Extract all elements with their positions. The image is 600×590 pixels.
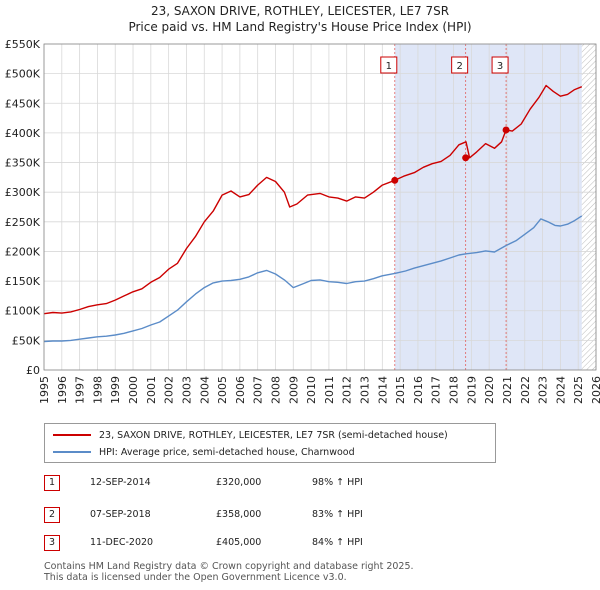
hpi-series-line [43,215,583,343]
x-tick-label: 2018 [448,376,461,404]
transaction-hpi-change: 98% ↑ HPI [312,477,363,488]
footer-licence: This data is licensed under the Open Gov… [44,572,347,583]
transaction-price: £320,000 [216,477,262,488]
y-tick-label: £150K [5,275,41,288]
legend-swatch-hpi [53,451,91,453]
sale-label-text: 2 [456,61,462,72]
property-series-line [43,84,583,315]
chart-title-line1: 23, SAXON DRIVE, ROTHLEY, LEICESTER, LE7… [150,4,450,18]
transaction-row: 2 07-SEP-2018 £358,000 83% ↑ HPI [40,506,560,526]
y-tick-label: £450K [5,97,41,110]
transaction-date: 12-SEP-2014 [90,477,151,488]
x-tick-label: 1995 [38,376,51,404]
y-tick-label: £100K [5,305,41,318]
x-tick-label: 2025 [572,376,585,404]
legend-swatch-property [53,434,91,436]
x-tick-label: 2002 [163,376,176,404]
x-tick-label: 2023 [537,376,550,404]
x-tick-label: 2004 [198,376,211,404]
sale-label-box [491,56,509,74]
sale-label-text: 3 [497,61,503,72]
x-tick-label: 2001 [145,376,158,404]
x-tick-label: 2013 [359,376,372,404]
x-tick-label: 2014 [376,376,389,404]
x-tick-label: 1998 [91,376,104,404]
y-tick-label: £300K [5,186,41,199]
y-tick-label: £50K [12,334,41,347]
series-lines [43,84,583,343]
x-tick-label: 2008 [269,376,282,404]
x-tick-label: 2007 [252,376,265,404]
transaction-date: 07-SEP-2018 [90,509,151,520]
x-tick-label: 2006 [234,376,247,404]
sale-points [391,126,510,184]
y-tick-label: £550K [5,38,41,51]
x-tick-label: 2009 [287,376,300,404]
x-axis-ticks: 1995 1996 1997 1998 1999 2000 2001 2002 2003 2004… [38,376,600,404]
y-tick-label: £250K [5,216,41,229]
x-tick-label: 2016 [412,376,425,404]
transaction-number-badge: 1 [44,475,60,491]
legend-label-hpi: HPI: Average price, semi-detached house,… [99,446,355,458]
y-tick-label: £500K [5,68,41,81]
y-axis-ticks: £0 £50K £100K £150K £200K £250K £300K £350K £400… [5,38,41,377]
plot-border [43,43,597,371]
sale-point [462,154,470,162]
transaction-number-badge: 3 [44,535,60,551]
x-tick-label: 1997 [74,376,87,404]
sale-labels: 1 2 3 [380,56,509,74]
legend-item-hpi: HPI: Average price, semi-detached house,… [53,444,355,460]
x-tick-label: 2005 [216,376,229,404]
transaction-price: £358,000 [216,509,262,520]
x-tick-label: 2024 [554,376,567,404]
sale-label-text: 1 [386,61,392,72]
x-tick-label: 2026 [590,376,600,404]
x-tick-label: 2000 [127,376,140,404]
transaction-row: 1 12-SEP-2014 £320,000 98% ↑ HPI [40,474,560,494]
x-tick-label: 2012 [341,376,354,404]
x-tick-label: 1999 [109,376,122,404]
y-tick-label: £350K [5,157,41,170]
x-tick-label: 1996 [56,376,69,404]
x-tick-label: 2022 [519,376,532,404]
x-tick-label: 2020 [483,376,496,404]
sale-point [502,126,510,134]
transaction-price: £405,000 [216,537,262,548]
price-chart: 1 2 3 £0 £50K £100K £150K £200K £250K £300K £350K… [5,38,600,404]
x-tick-label: 2017 [430,376,443,404]
x-tick-label: 2021 [501,376,514,404]
sale-point [391,176,399,184]
legend-item-property: 23, SAXON DRIVE, ROTHLEY, LEICESTER, LE7… [53,427,448,443]
x-tick-label: 2003 [180,376,193,404]
x-tick-label: 2015 [394,376,407,404]
y-tick-label: £400K [5,127,41,140]
footer-copyright: Contains HM Land Registry data © Crown c… [44,561,414,572]
legend: 23, SAXON DRIVE, ROTHLEY, LEICESTER, LE7… [44,423,496,463]
forecast-hatched-region [581,44,596,370]
chart-title-line2: Price paid vs. HM Land Registry's House … [128,20,472,34]
y-tick-label: £0 [26,364,40,377]
transaction-hpi-change: 83% ↑ HPI [312,509,363,520]
x-tick-label: 2010 [305,376,318,404]
sale-label-box [380,56,398,74]
transaction-row: 3 11-DEC-2020 £405,000 84% ↑ HPI [40,534,560,554]
transaction-date: 11-DEC-2020 [90,537,154,548]
post-sale-shaded-region [394,44,582,370]
legend-label-property: 23, SAXON DRIVE, ROTHLEY, LEICESTER, LE7… [99,429,448,441]
sale-label-box [451,56,469,74]
transaction-number-badge: 2 [44,507,60,523]
transaction-hpi-change: 84% ↑ HPI [312,537,363,548]
x-tick-label: 2011 [323,376,336,404]
x-tick-label: 2019 [465,376,478,404]
y-tick-label: £200K [5,245,41,258]
